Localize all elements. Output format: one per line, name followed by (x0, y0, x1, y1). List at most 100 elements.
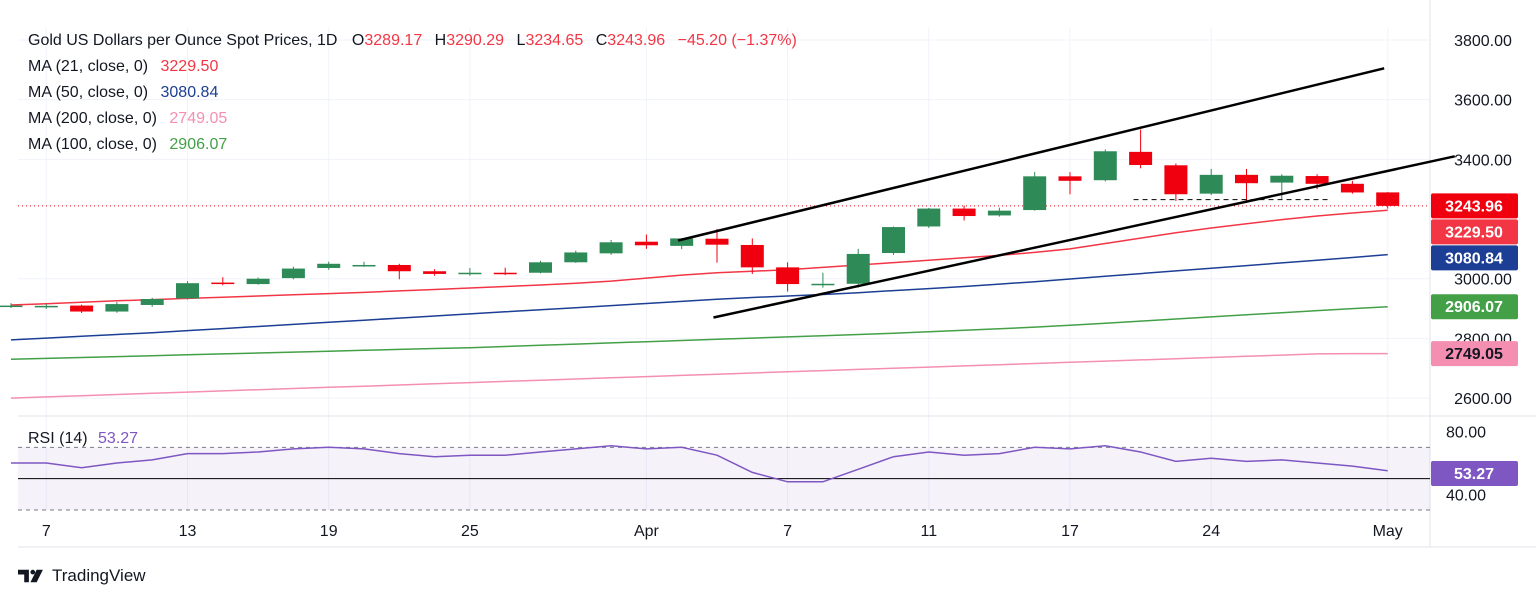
candle-body[interactable] (740, 244, 764, 268)
candle-body[interactable] (246, 278, 270, 285)
time-tick-label: May (1373, 523, 1403, 540)
candle-body[interactable] (1058, 176, 1082, 181)
time-tick-label: 7 (783, 523, 792, 540)
brand-name: TradingView (52, 566, 146, 585)
open-value: 3289.17 (364, 32, 423, 49)
candle-body[interactable] (1270, 175, 1294, 183)
ma21-line[interactable] (10, 209, 1388, 306)
price-tag[interactable] (1431, 193, 1518, 219)
candle-body[interactable] (352, 264, 376, 267)
rsi-label: RSI (14) (28, 430, 88, 447)
candle-body[interactable] (34, 305, 58, 308)
low-label: L (516, 32, 526, 49)
ma100-value: 2906.07 (169, 136, 228, 153)
ma200-label: MA (200, close, 0) (28, 110, 157, 127)
legend-ma21[interactable]: MA (21, close, 0) 3229.50 (28, 54, 799, 80)
ma100-line[interactable] (10, 305, 1388, 361)
rsi-value: 53.27 (98, 430, 139, 447)
low-value: 3234.65 (525, 32, 584, 49)
candle-body[interactable] (1164, 165, 1188, 195)
rsi-tag-label: 53.27 (1454, 466, 1494, 483)
candle-body[interactable] (1093, 151, 1117, 181)
candle-body[interactable] (705, 238, 729, 245)
candle-body[interactable] (952, 208, 976, 217)
legend-ma100[interactable]: MA (100, close, 0) 2906.07 (28, 132, 799, 158)
time-tick-label: Apr (634, 523, 660, 540)
ma50-label: MA (50, close, 0) (28, 84, 149, 101)
candle-body[interactable] (1340, 183, 1364, 193)
time-tick-label: 17 (1061, 523, 1079, 540)
candle-body[interactable] (599, 242, 623, 254)
candle-body[interactable] (776, 267, 800, 285)
candle-body[interactable] (70, 305, 94, 312)
price-tag-label: 3243.96 (1445, 198, 1503, 215)
price-tag[interactable] (1431, 245, 1518, 271)
upper-trendline[interactable] (677, 67, 1385, 242)
candle-body[interactable] (564, 252, 588, 263)
candle-body[interactable] (317, 263, 341, 268)
candle-body[interactable] (281, 268, 305, 279)
candle-body[interactable] (670, 238, 694, 246)
time-tick-label: 25 (461, 523, 479, 540)
chart-legend: Gold US Dollars per Ounce Spot Prices, 1… (28, 28, 799, 158)
ma50-line[interactable] (10, 253, 1388, 341)
price-tag[interactable] (1431, 294, 1518, 320)
candle-body[interactable] (811, 283, 835, 286)
candle-body[interactable] (493, 272, 517, 275)
price-tick-label: 3600.00 (1454, 93, 1512, 110)
close-value: 3243.96 (607, 32, 666, 49)
candle-body[interactable] (105, 304, 129, 312)
price-tag[interactable] (1431, 219, 1518, 245)
candle-body[interactable] (423, 271, 447, 274)
price-tick-label: 2600.00 (1454, 391, 1512, 408)
rsi-line[interactable] (11, 445, 1388, 483)
rsi-tick-label: 40.00 (1446, 487, 1486, 504)
candle-body[interactable] (846, 253, 870, 284)
candle-body[interactable] (176, 283, 199, 299)
ma50-value: 3080.84 (160, 84, 219, 101)
candle-body[interactable] (458, 272, 482, 275)
symbol-title[interactable]: Gold US Dollars per Ounce Spot Prices, 1… (28, 32, 338, 49)
legend-ma50[interactable]: MA (50, close, 0) 3080.84 (28, 80, 799, 106)
candle-body[interactable] (987, 210, 1011, 216)
ma100-label: MA (100, close, 0) (28, 136, 157, 153)
rsi-legend[interactable]: RSI (14) 53.27 (28, 430, 138, 448)
candle-body[interactable] (529, 262, 552, 273)
price-tick-label: 3800.00 (1454, 33, 1512, 50)
price-tag-label: 2906.07 (1445, 299, 1503, 316)
ma200-line[interactable] (10, 352, 1388, 399)
legend-ma200[interactable]: MA (200, close, 0) 2749.05 (28, 106, 799, 132)
brand[interactable]: TradingView (18, 566, 146, 586)
high-value: 3290.29 (446, 32, 505, 49)
candle-body[interactable] (1023, 176, 1047, 211)
candle-body[interactable] (0, 305, 23, 308)
price-tag-label: 2749.05 (1445, 346, 1503, 363)
lower-trendline[interactable] (713, 155, 1456, 319)
ma200-value: 2749.05 (169, 110, 228, 127)
time-tick-label: 11 (920, 523, 937, 540)
time-tick-label: 13 (179, 523, 197, 540)
candle-body[interactable] (140, 299, 164, 305)
candle-body[interactable] (634, 241, 658, 246)
candle-body[interactable] (1199, 174, 1223, 194)
price-tick-label: 3400.00 (1454, 152, 1512, 169)
candle-body[interactable] (917, 208, 941, 227)
price-tag[interactable] (1431, 341, 1518, 367)
rsi-tag[interactable] (1431, 461, 1518, 487)
candle-body[interactable] (1129, 151, 1153, 165)
time-tick-label: 24 (1202, 523, 1220, 540)
candle-body[interactable] (211, 282, 235, 285)
time-tick-label: 7 (42, 523, 51, 540)
price-tag-label: 3080.84 (1445, 250, 1503, 267)
candle-body[interactable] (387, 264, 411, 272)
ma21-label: MA (21, close, 0) (28, 58, 149, 75)
candle-body[interactable] (1376, 192, 1400, 206)
candle-body[interactable] (882, 227, 905, 254)
candle-body[interactable] (1305, 176, 1329, 184)
ma21-value: 3229.50 (160, 58, 219, 75)
rsi-tick-label: 80.00 (1446, 425, 1486, 442)
change-value: −45.20 (−1.37%) (677, 32, 797, 49)
candle-body[interactable] (1235, 174, 1258, 184)
